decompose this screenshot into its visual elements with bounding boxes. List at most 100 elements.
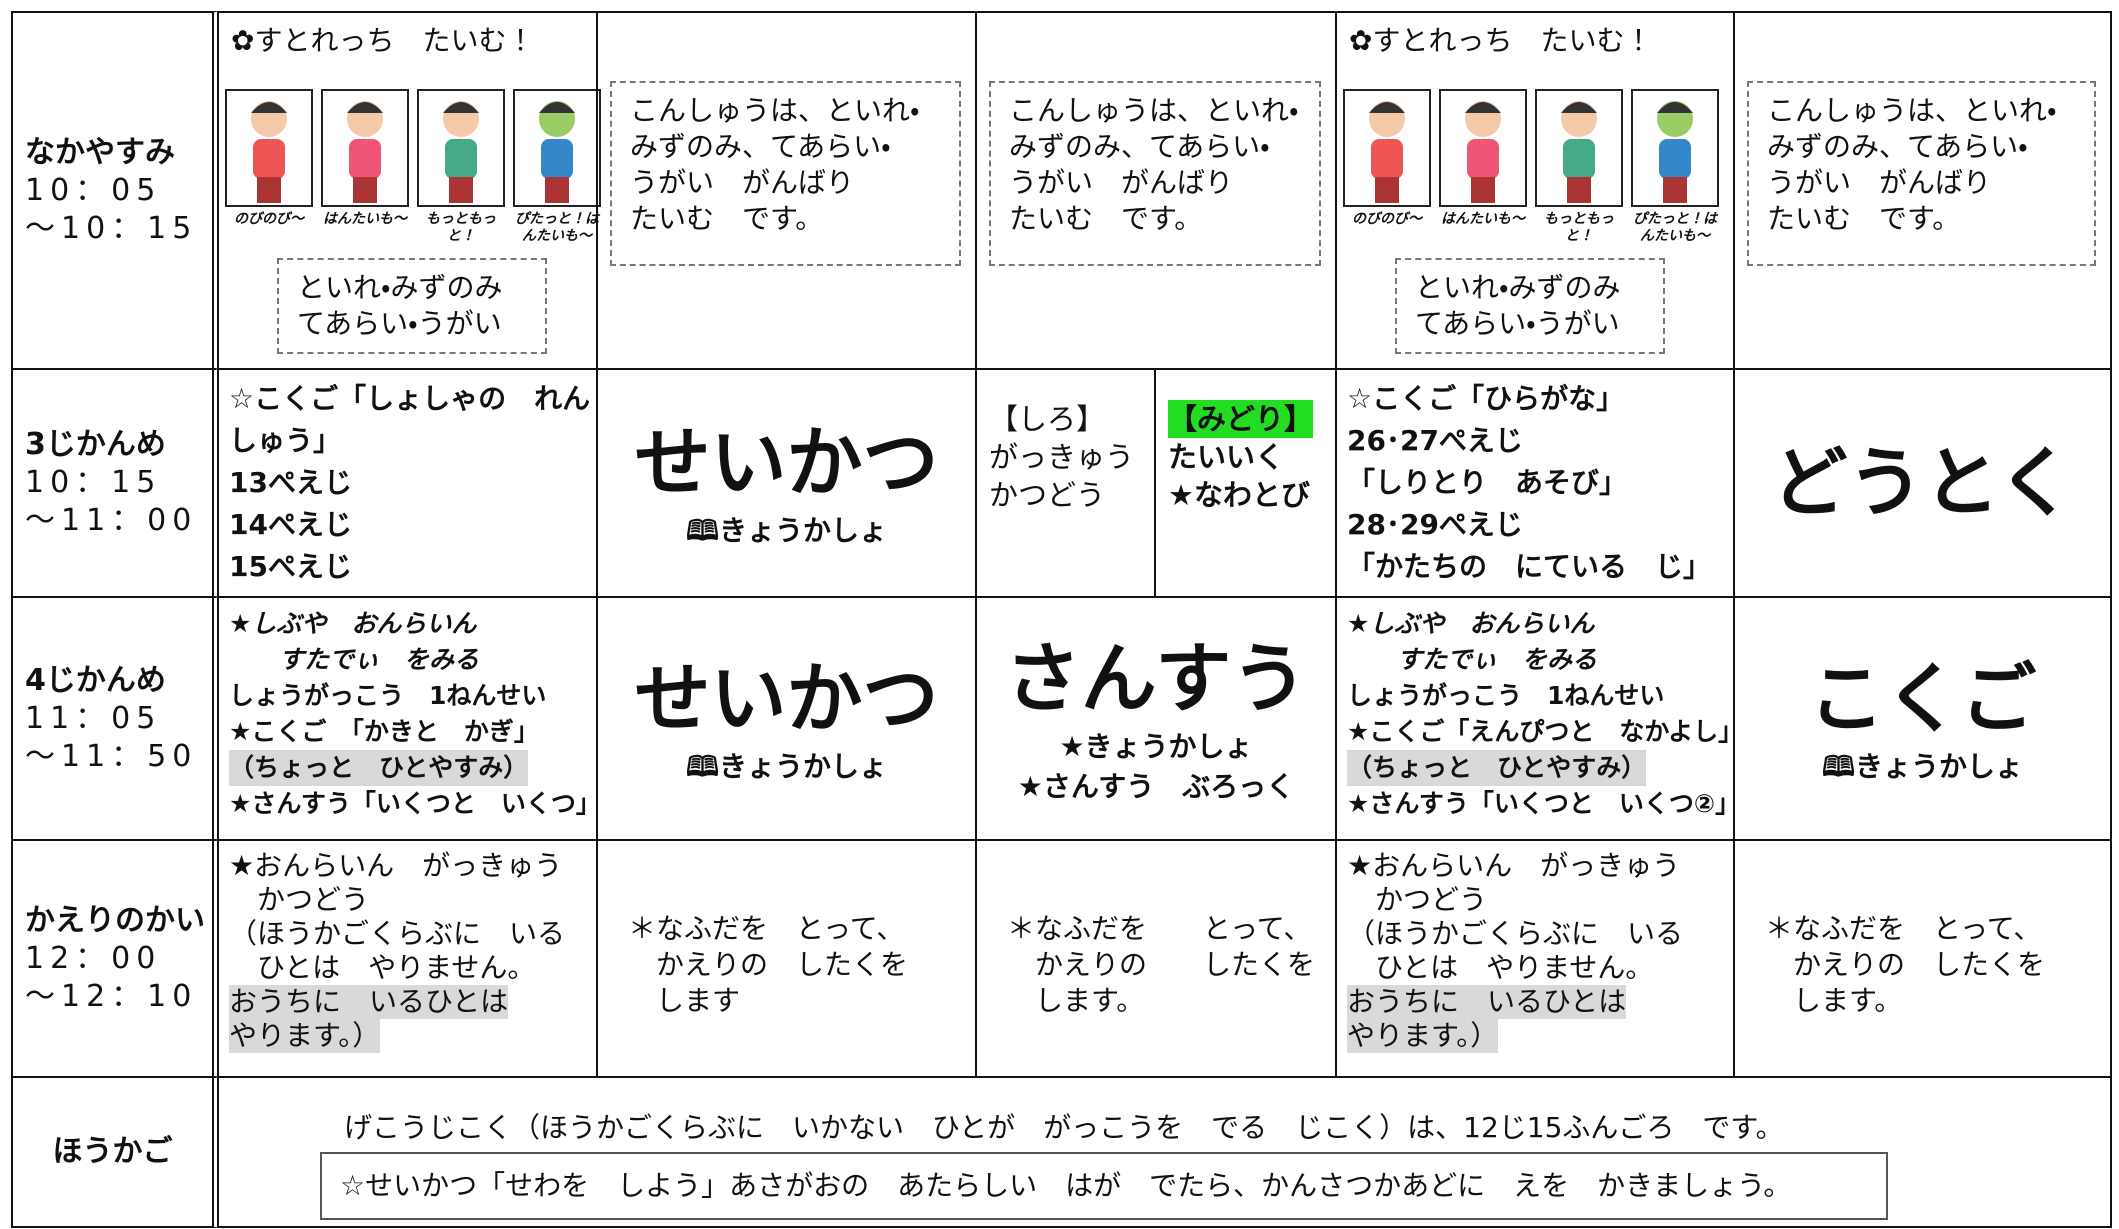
person-illustration <box>347 101 383 203</box>
text-line: しょうがっこう 1ねんせい <box>229 681 547 710</box>
text-line: みずのみ、てあらい・ <box>1009 130 1270 163</box>
figure <box>225 89 313 207</box>
note-box: ＊なふだを とって、 かえりの したくを します。 <box>1747 901 2063 1029</box>
text-line: しゅう」 <box>229 424 342 457</box>
text-line: かえりの したくを <box>628 948 909 981</box>
schedule-cell: せいかつ 🕮きょうかしょ <box>596 368 977 598</box>
figure <box>513 89 601 207</box>
figure-caption: のびのび～ <box>1352 211 1422 227</box>
text-line: たいむ です。 <box>1009 202 1203 235</box>
stretch-title: ✿すとれっち たいむ！ <box>231 24 535 57</box>
period-time: 12：00 <box>25 940 162 976</box>
text-line: こんしゅうは、といれ・ <box>630 94 920 127</box>
row-label: ほうかご <box>11 1076 219 1228</box>
period-time: 10：05 <box>25 172 162 208</box>
text-line: ★おんらいん がっきゅう <box>229 849 563 882</box>
note-box: ＊なふだを とって、 かえりの したくを します。 <box>989 901 1333 1029</box>
figure-caption: のびのび～ <box>234 211 304 227</box>
period-name: ほうかご <box>52 1134 173 1169</box>
figure-caption: もっともっと！ <box>426 211 496 244</box>
text-line: 26･27ぺえじ <box>1347 424 1523 457</box>
figure-caption: ぴたっと！はんたいも～ <box>515 211 599 244</box>
subject: せいかつ 🕮きょうかしょ <box>598 598 975 839</box>
text-line: ★こくご「えんぴつと なかよし」 <box>1347 717 1744 746</box>
schedule-cell: ＊なふだを とって、 かえりの したくを します <box>596 839 977 1078</box>
text-line: 13ぺえじ <box>229 466 352 499</box>
schedule-cell: こんしゅうは、といれ・ みずのみ、てあらい・ うがい がんばり たいむ です。 <box>596 11 977 370</box>
figure-captions: のびのび～ はんたいも～ もっともっと！ ぴたっと！はんたいも～ <box>1343 211 1719 245</box>
row-label: かえりのかい 12：00 ～12：10 <box>11 839 219 1078</box>
text-line: かつどう <box>229 883 370 916</box>
subject-note: ★さんすう ぶろっく <box>1017 769 1295 803</box>
subject-name: どうとく <box>1771 438 2074 527</box>
stretch-figures <box>225 89 601 207</box>
schedule-cell: ＊なふだを とって、 かえりの したくを します。 <box>1733 839 2112 1078</box>
text-line: 「しりとり あそび」 <box>1347 466 1628 499</box>
row-label: 4じかんめ 11：05 ～11：50 <box>11 596 219 841</box>
text-line: といれ・みずのみ <box>297 271 503 304</box>
row-label: なかやすみ 10：05 ～10：15 <box>11 11 219 370</box>
subject-name: こくご <box>1808 653 2037 743</box>
person-illustration <box>251 101 287 203</box>
note-box: こんしゅうは、といれ・ みずのみ、てあらい・ うがい がんばり たいむ です。 <box>1747 81 2096 266</box>
subject-name: せいかつ <box>634 653 939 743</box>
period-time: ～12：10 <box>25 978 198 1014</box>
split-left: 【しろ】 がっきゅう かつどう <box>977 370 1156 596</box>
text-line: ＊なふだを とって、 <box>1007 912 1312 945</box>
text-line: こんしゅうは、といれ・ <box>1009 94 1299 127</box>
subject-note: ★きょうかしょ <box>1059 729 1253 763</box>
schedule-cell: ✿すとれっち たいむ！ のびのび～ はんたいも～ もっともっと！ ぴたっと！はんたいも～… <box>1335 11 1735 370</box>
text-line: てあらい・うがい <box>297 307 502 340</box>
text-line: てあらい・うがい <box>1415 307 1620 340</box>
after-school-box: ☆せいかつ「せわを しよう」あさがおの あたらしい はが でたら、かんさつかあど… <box>320 1152 1888 1220</box>
schedule-cell: ☆こくご「ひらがな」 26･27ぺえじ 「しりとり あそび」 28･29ぺえじ 「かたち… <box>1335 368 1735 598</box>
schedule-cell: どうとく <box>1733 368 2112 598</box>
text-line: たいむ です。 <box>1767 202 1961 235</box>
text-line: みずのみ、てあらい・ <box>1767 130 2028 163</box>
text-block: ★おんらいん がっきゅう かつどう （ほうかごくらぶに いる ひとは やりません。… <box>1337 841 1733 1061</box>
text-line: ひとは やりません。 <box>229 951 536 984</box>
after-school-cell: げこうじこく（ほうかごくらぶに いかない ひとが がっこうを でる じこく）は、… <box>217 1076 2112 1228</box>
stretch-title: ✿すとれっち たいむ！ <box>1349 24 1653 57</box>
period-name: 4じかんめ <box>25 662 166 698</box>
subject-name: さんすう <box>1004 633 1308 723</box>
figure-caption: はんたいも～ <box>323 211 407 227</box>
text-line: ＊なふだを とって、 <box>628 912 905 945</box>
schedule-cell: こんしゅうは、といれ・ みずのみ、てあらい・ うがい がんばり たいむ です。 <box>975 11 1337 370</box>
note-box: といれ・みずのみ てあらい・うがい <box>1395 258 1665 354</box>
figure <box>1439 89 1527 207</box>
stretch-figures <box>1343 89 1719 207</box>
text-line: たいいく <box>1168 440 1285 474</box>
text-line: 【みどり】 <box>1168 400 1314 438</box>
schedule-cell: こくご 🕮きょうかしょ <box>1733 596 2112 841</box>
text-line: ＊なふだを とって、 <box>1765 912 2042 945</box>
text-line: ★しぶや おんらいん <box>1347 609 1595 638</box>
text-line: （ちょっと ひとやすみ） <box>229 750 529 786</box>
person-illustration <box>1369 101 1405 203</box>
person-illustration <box>1561 101 1597 203</box>
figure-captions: のびのび～ はんたいも～ もっともっと！ ぴたっと！はんたいも～ <box>225 211 601 245</box>
text-line: がっきゅう <box>989 440 1135 474</box>
text-block: ★しぶや おんらいん すたでぃ をみる しょうがっこう 1ねんせい ★こくご 「かき… <box>219 598 601 830</box>
schedule-cell: ★しぶや おんらいん すたでぃ をみる しょうがっこう 1ねんせい ★こくご「えんぴ… <box>1335 596 1744 841</box>
text-line: ☆こくご「しょしゃの れん <box>229 382 591 415</box>
text-line: かえりの したくを <box>1007 948 1316 981</box>
text-line: かえりの したくを <box>1765 948 2046 981</box>
text-line: おうちに いるひとは <box>229 985 509 1019</box>
text-line: かつどう <box>1347 883 1488 916</box>
text-line: ★さんすう「いくつと いくつ」 <box>229 789 601 818</box>
period-time: ～10：15 <box>25 210 198 246</box>
schedule-cell: さんすう ★きょうかしょ ★さんすう ぶろっく <box>975 596 1337 841</box>
note-box: といれ・みずのみ てあらい・うがい <box>277 258 547 354</box>
text-line: おうちに いるひとは <box>1347 985 1627 1019</box>
text-line: すたでぃ をみる <box>229 645 480 674</box>
subject: せいかつ 🕮きょうかしょ <box>598 370 975 596</box>
text-block: ☆こくご「しょしゃの れん しゅう」 13ぺえじ 14ぺえじ 15ぺえじ <box>219 370 596 596</box>
figure <box>1343 89 1431 207</box>
text-line: といれ・みずのみ <box>1415 271 1621 304</box>
person-illustration <box>1657 101 1693 203</box>
text-line: こんしゅうは、といれ・ <box>1767 94 2057 127</box>
text-block: ☆こくご「ひらがな」 26･27ぺえじ 「しりとり あそび」 28･29ぺえじ 「かたち… <box>1337 370 1733 596</box>
text-line: たいむ です。 <box>630 202 824 235</box>
